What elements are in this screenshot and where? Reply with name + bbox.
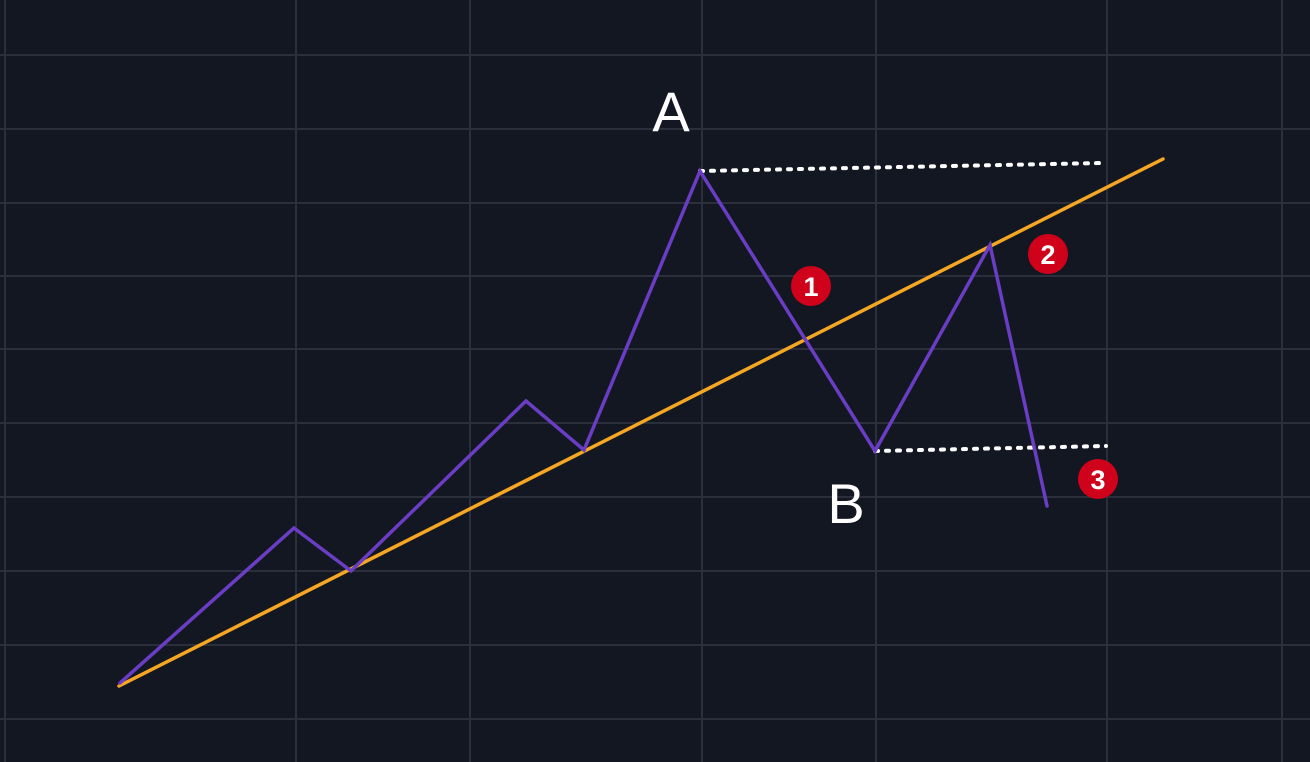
badge-number: 3: [1090, 465, 1105, 495]
badge-circle: [1028, 234, 1068, 274]
badge-number: 2: [1040, 240, 1055, 270]
price-line: [118, 167, 1049, 685]
badge-1: 1: [791, 266, 831, 306]
label-a: A: [652, 80, 690, 143]
badge-2: 2: [1028, 234, 1068, 274]
badge-circle: [1078, 459, 1118, 499]
label-b: B: [827, 472, 864, 535]
badge-circle: [791, 266, 831, 306]
resistance-dotted-line: [698, 161, 1104, 173]
badge-number: 1: [803, 272, 818, 302]
badge-3: 3: [1078, 459, 1118, 499]
